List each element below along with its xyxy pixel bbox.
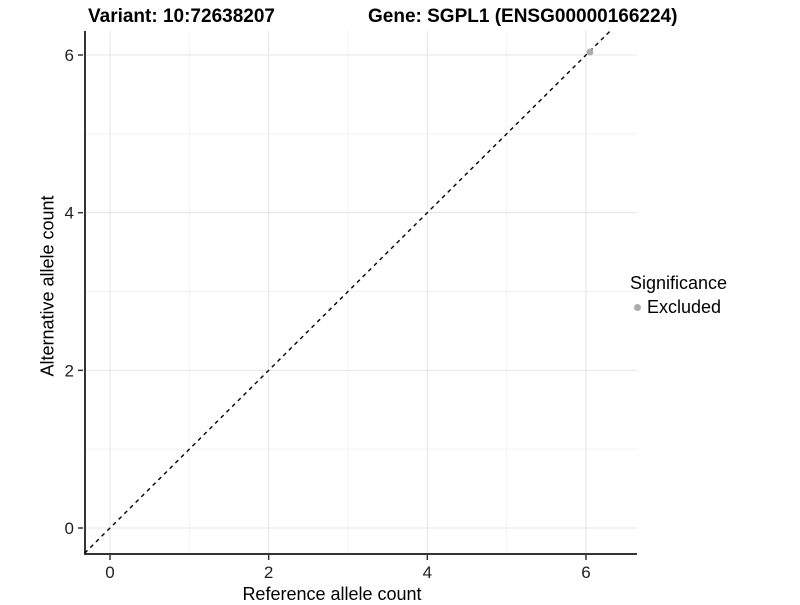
y-tick-label: 6 [65,46,74,65]
legend-entry-excluded: Excluded [630,297,727,318]
excluded-marker-icon [634,303,641,311]
gene-title: Gene: SGPL1 (ENSG00000166224) [368,6,678,27]
x-axis-title: Reference allele count [242,584,422,604]
y-tick-label: 2 [65,361,74,380]
x-tick-label: 6 [581,563,590,582]
variant-title: Variant: 10:72638207 [88,6,275,27]
x-tick-label: 0 [105,563,114,582]
x-tick-label: 2 [264,563,273,582]
data-point-excluded [586,48,594,56]
y-tick-label: 0 [65,519,74,538]
legend: Significance Excluded [630,273,727,318]
x-tick-label: 4 [423,563,432,582]
y-tick-label: 4 [65,204,74,223]
y-axis-title: Alternative allele count [37,195,58,377]
legend-entry-label: Excluded [647,296,722,317]
legend-title: Significance [630,273,728,293]
identity-line [84,30,611,554]
